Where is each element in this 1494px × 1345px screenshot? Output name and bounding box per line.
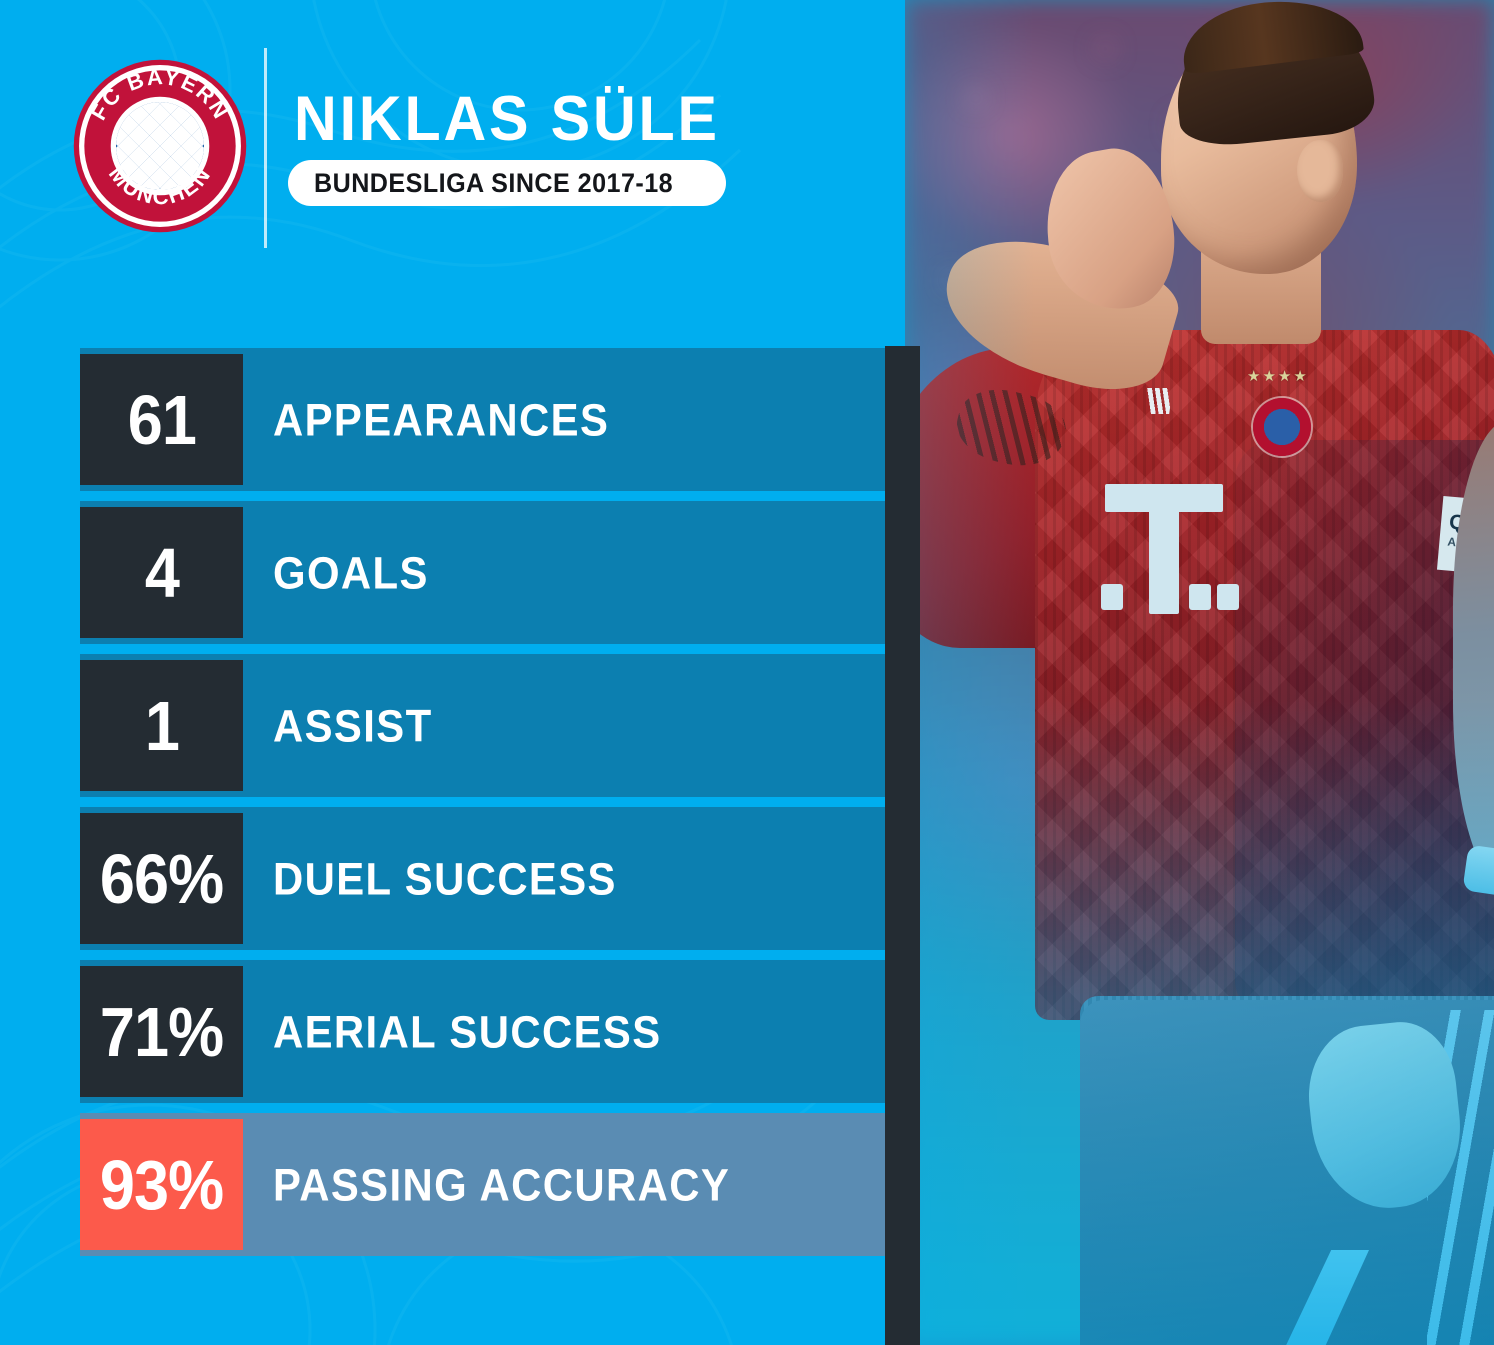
header-divider (264, 48, 267, 248)
stat-label: AERIAL SUCCESS (273, 1006, 662, 1057)
championship-stars-icon: ★★★★ (1247, 368, 1309, 385)
page-title: NIKLAS SÜLE (294, 84, 720, 154)
stat-value: 66% (99, 839, 224, 918)
telekom-sponsor-logo (1097, 484, 1239, 614)
stat-label: ASSIST (273, 700, 433, 751)
competition-badge-label: BUNDESLIGA SINCE 2017-18 (314, 167, 674, 198)
stat-row: 1 ASSIST (0, 654, 885, 797)
stat-value-box: 1 (80, 660, 243, 791)
stat-value: 71% (99, 992, 224, 1071)
stat-value-box: 61 (80, 354, 243, 485)
stat-label: DUEL SUCCESS (273, 853, 617, 904)
stat-label: GOALS (273, 547, 429, 598)
panel-right-rail (885, 346, 920, 1345)
stat-label: PASSING ACCURACY (273, 1159, 731, 1210)
stat-row: 93% PASSING ACCURACY (0, 1113, 885, 1256)
stat-label: APPEARANCES (273, 394, 610, 445)
header: FC BAYERN MÜNCHEN NIKLAS SÜLE BUNDESLIGA… (0, 0, 905, 330)
stat-row: 66% DUEL SUCCESS (0, 807, 885, 950)
stat-value-box: 4 (80, 507, 243, 638)
stat-value-box: 93% (80, 1119, 243, 1250)
stat-row: 4 GOALS (0, 501, 885, 644)
competition-badge: BUNDESLIGA SINCE 2017-18 (288, 160, 727, 206)
stat-value: 1 (144, 686, 179, 765)
player-photo: ★★★★ QATAR AIRWAYS (905, 0, 1494, 1345)
stat-row: 61 APPEARANCES (0, 348, 885, 491)
ear (1297, 140, 1343, 202)
adidas-logo-icon (1129, 388, 1173, 414)
stat-value: 61 (127, 380, 196, 459)
jersey-club-crest-icon (1253, 398, 1311, 456)
stat-value: 93% (99, 1145, 224, 1224)
stats-panel: 61 APPEARANCES 4 GOALS 1 ASSIST 66% DUEL SUCCES… (0, 330, 925, 1345)
stat-row: 71% AERIAL SUCCESS (0, 960, 885, 1103)
stat-value-box: 66% (80, 813, 243, 944)
fc-bayern-crest-icon: FC BAYERN MÜNCHEN (72, 58, 248, 234)
player-figure: ★★★★ QATAR AIRWAYS (905, 0, 1494, 1345)
stat-value: 4 (144, 533, 179, 612)
stat-value-box: 71% (80, 966, 243, 1097)
